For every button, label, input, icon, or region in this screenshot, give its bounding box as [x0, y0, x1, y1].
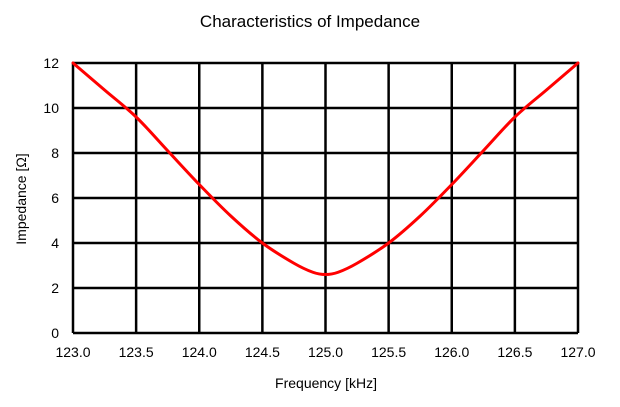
y-tick-label: 8 [51, 145, 59, 161]
x-tick-label: 124.0 [182, 344, 217, 360]
x-tick-label: 124.5 [245, 344, 280, 360]
x-tick-label: 123.5 [119, 344, 154, 360]
grid [71, 61, 580, 335]
y-tick-label: 6 [51, 190, 59, 206]
chart-title: Characteristics of Impedance [199, 12, 421, 31]
x-tick-label: 127.0 [560, 344, 595, 360]
x-tick-label: 123.0 [55, 344, 90, 360]
x-axis-ticks: 123.0 123.5 124.0 124.5 125.0 125.5 126.0 126.5… [55, 344, 595, 360]
x-tick-label: 126.0 [434, 344, 469, 360]
y-tick-label: 10 [43, 100, 59, 116]
series-line-0 [71, 61, 580, 276]
x-tick-label: 126.5 [497, 344, 532, 360]
y-tick-label: 0 [51, 325, 59, 341]
y-tick-label: 12 [43, 55, 59, 71]
y-tick-label: 4 [51, 235, 59, 251]
y-axis-label: Impedance [Ω] [13, 153, 29, 244]
x-axis-label: Frequency [kHz] [275, 375, 377, 391]
y-tick-label: 2 [51, 280, 59, 296]
x-tick-label: 125.5 [371, 344, 406, 360]
series-layer [71, 61, 580, 276]
y-axis-ticks: 0 2 4 6 8 10 12 [43, 55, 59, 341]
x-tick-label: 125.0 [308, 344, 343, 360]
